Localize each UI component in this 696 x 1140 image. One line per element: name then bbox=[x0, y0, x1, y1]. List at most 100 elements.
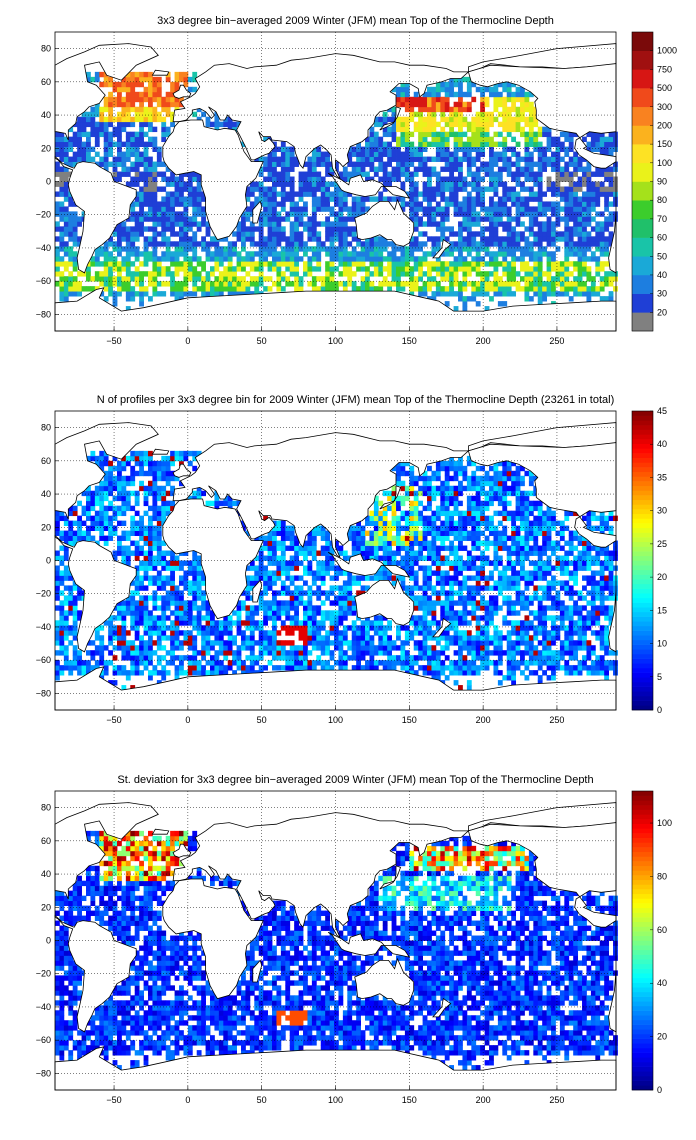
heatmap-cell bbox=[590, 186, 596, 192]
heatmap-cell bbox=[387, 545, 392, 551]
heatmap-cell bbox=[493, 216, 499, 222]
heatmap-cell bbox=[121, 286, 127, 292]
heatmap-cell bbox=[435, 261, 441, 267]
heatmap-cell bbox=[471, 216, 477, 222]
heatmap-cell bbox=[254, 620, 260, 626]
heatmap-cell bbox=[143, 106, 149, 113]
heatmap-cell bbox=[165, 635, 171, 641]
heatmap-cell bbox=[267, 206, 273, 212]
heatmap-cell bbox=[466, 196, 472, 202]
heatmap-cell bbox=[254, 660, 260, 666]
heatmap-cell bbox=[125, 131, 131, 138]
heatmap-cell bbox=[236, 231, 242, 237]
heatmap-cell bbox=[276, 211, 282, 217]
heatmap-cell bbox=[311, 610, 317, 616]
heatmap-cell bbox=[55, 660, 60, 666]
heatmap-cell bbox=[121, 276, 127, 282]
heatmap-cell bbox=[130, 600, 136, 606]
heatmap-cell bbox=[214, 276, 220, 282]
heatmap-cell bbox=[413, 276, 419, 282]
heatmap-cell bbox=[480, 146, 486, 152]
heatmap-cell bbox=[86, 530, 91, 536]
heatmap-cell bbox=[515, 166, 521, 172]
heatmap-cell bbox=[232, 670, 237, 676]
heatmap-cell bbox=[130, 670, 136, 676]
heatmap-cell bbox=[449, 266, 455, 272]
heatmap-cell bbox=[413, 266, 419, 272]
heatmap-cell bbox=[148, 485, 153, 492]
heatmap-cell bbox=[608, 186, 614, 192]
heatmap-cell bbox=[475, 261, 481, 267]
heatmap-cell bbox=[546, 186, 552, 192]
heatmap-cell bbox=[174, 296, 180, 302]
heatmap-cell bbox=[462, 206, 468, 212]
heatmap-cell bbox=[338, 216, 344, 222]
heatmap-cell bbox=[192, 650, 198, 656]
heatmap-cell bbox=[201, 276, 206, 282]
heatmap-cell bbox=[90, 505, 96, 512]
heatmap-cell bbox=[400, 251, 406, 257]
heatmap-cell bbox=[396, 246, 401, 252]
heatmap-cell bbox=[117, 475, 122, 482]
heatmap-cell bbox=[134, 645, 140, 651]
heatmap-cell bbox=[440, 181, 446, 187]
heatmap-cell bbox=[493, 151, 499, 157]
heatmap-cell bbox=[431, 96, 437, 103]
heatmap-cell bbox=[165, 106, 171, 113]
heatmap-cell bbox=[564, 151, 570, 157]
heatmap-cell bbox=[484, 131, 490, 138]
heatmap-cell bbox=[121, 101, 127, 108]
heatmap-cell bbox=[489, 146, 494, 152]
heatmap-cell bbox=[125, 610, 131, 616]
heatmap-cell bbox=[130, 226, 136, 232]
heatmap-cell bbox=[55, 206, 60, 212]
heatmap-cell bbox=[453, 256, 459, 262]
heatmap-cell bbox=[325, 171, 330, 177]
heatmap-cell bbox=[542, 166, 548, 172]
heatmap-cell bbox=[210, 291, 215, 297]
heatmap-cell bbox=[72, 226, 78, 232]
heatmap-cell bbox=[121, 535, 127, 541]
heatmap-cell bbox=[183, 256, 189, 262]
heatmap-cell bbox=[94, 261, 100, 267]
heatmap-cell bbox=[210, 610, 215, 616]
heatmap-cell bbox=[227, 256, 233, 262]
heatmap-cell bbox=[139, 176, 144, 182]
heatmap-cell bbox=[400, 81, 406, 88]
heatmap-cell bbox=[608, 201, 614, 207]
heatmap-cell bbox=[431, 206, 437, 212]
heatmap-cell bbox=[125, 271, 131, 277]
heatmap-cell bbox=[187, 266, 193, 272]
heatmap-cell bbox=[604, 226, 610, 232]
heatmap-cell bbox=[387, 495, 392, 502]
colorbar-label: 1000 bbox=[657, 46, 677, 56]
heatmap-cell bbox=[112, 630, 118, 636]
heatmap-cell bbox=[555, 246, 561, 252]
heatmap-cell bbox=[520, 286, 525, 292]
heatmap-cell bbox=[542, 131, 548, 138]
heatmap-cell bbox=[179, 251, 184, 257]
heatmap-cell bbox=[515, 96, 521, 103]
heatmap-cell bbox=[528, 151, 534, 157]
heatmap-cell bbox=[449, 251, 455, 257]
heatmap-cell bbox=[90, 261, 96, 267]
heatmap-cell bbox=[117, 141, 122, 148]
heatmap-cell bbox=[232, 291, 237, 297]
heatmap-cell bbox=[245, 585, 251, 591]
heatmap-cell bbox=[112, 261, 118, 267]
heatmap-cell bbox=[316, 620, 322, 626]
heatmap-cell bbox=[187, 570, 193, 576]
heatmap-cell bbox=[280, 236, 286, 242]
heatmap-cell bbox=[316, 276, 322, 282]
heatmap-cell bbox=[586, 196, 592, 202]
heatmap-cell bbox=[294, 550, 299, 556]
heatmap-cell bbox=[125, 181, 131, 187]
heatmap-cell bbox=[391, 136, 397, 143]
heatmap-cell bbox=[320, 620, 326, 626]
heatmap-cell bbox=[249, 281, 255, 287]
heatmap-cell bbox=[590, 216, 596, 222]
heatmap-cell bbox=[196, 226, 202, 232]
heatmap-cell bbox=[400, 156, 406, 162]
heatmap-cell bbox=[347, 256, 353, 262]
heatmap-cell bbox=[303, 620, 308, 626]
